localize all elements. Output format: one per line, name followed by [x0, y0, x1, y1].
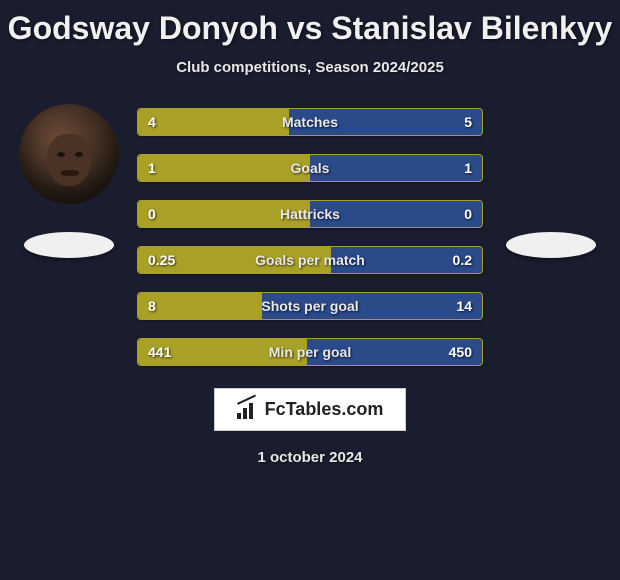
stat-row: 0.25 Goals per match 0.2 [137, 246, 483, 274]
comparison-widget: Godsway Donyoh vs Stanislav Bilenkyy Clu… [0, 0, 620, 466]
stat-row: 0 Hattricks 0 [137, 200, 483, 228]
player-left-team-badge [24, 232, 114, 258]
stat-value-right: 450 [449, 344, 472, 360]
stat-fill-left [138, 155, 310, 181]
brand-text: FcTables.com [265, 399, 384, 420]
player-right-avatar [501, 104, 601, 204]
stat-value-left: 8 [148, 298, 156, 314]
date-label: 1 october 2024 [257, 449, 362, 466]
stat-row: 8 Shots per goal 14 [137, 292, 483, 320]
stat-row: 441 Min per goal 450 [137, 338, 483, 366]
stat-value-left: 0 [148, 206, 156, 222]
stat-value-left: 1 [148, 160, 156, 176]
page-title: Godsway Donyoh vs Stanislav Bilenkyy [8, 10, 613, 47]
stats-table: 4 Matches 5 1 Goals 1 0 Hattricks 0 0.25 Goals per… [137, 108, 483, 366]
stat-value-right: 0.2 [453, 252, 472, 268]
stat-value-left: 4 [148, 114, 156, 130]
stat-value-left: 0.25 [148, 252, 175, 268]
brand-badge[interactable]: FcTables.com [214, 388, 407, 431]
stat-value-right: 0 [464, 206, 472, 222]
stat-fill-left [138, 109, 289, 135]
stat-label: Goals [291, 160, 330, 176]
stat-value-right: 5 [464, 114, 472, 130]
brand-chart-icon [237, 401, 259, 419]
player-right-column [501, 104, 601, 258]
subtitle: Club competitions, Season 2024/2025 [176, 59, 444, 76]
stat-fill-left [138, 293, 262, 319]
player-left-avatar [19, 104, 119, 204]
stat-label: Shots per goal [261, 298, 358, 314]
stat-label: Min per goal [269, 344, 351, 360]
player-left-column [19, 104, 119, 258]
stat-row: 1 Goals 1 [137, 154, 483, 182]
stat-value-right: 1 [464, 160, 472, 176]
stat-label: Goals per match [255, 252, 365, 268]
stat-value-left: 441 [148, 344, 171, 360]
stat-label: Hattricks [280, 206, 340, 222]
comparison-row: 4 Matches 5 1 Goals 1 0 Hattricks 0 0.25 Goals per… [0, 104, 620, 366]
stat-fill-right [310, 155, 482, 181]
player-right-team-badge [506, 232, 596, 258]
stat-row: 4 Matches 5 [137, 108, 483, 136]
stat-label: Matches [282, 114, 338, 130]
stat-value-right: 14 [456, 298, 472, 314]
